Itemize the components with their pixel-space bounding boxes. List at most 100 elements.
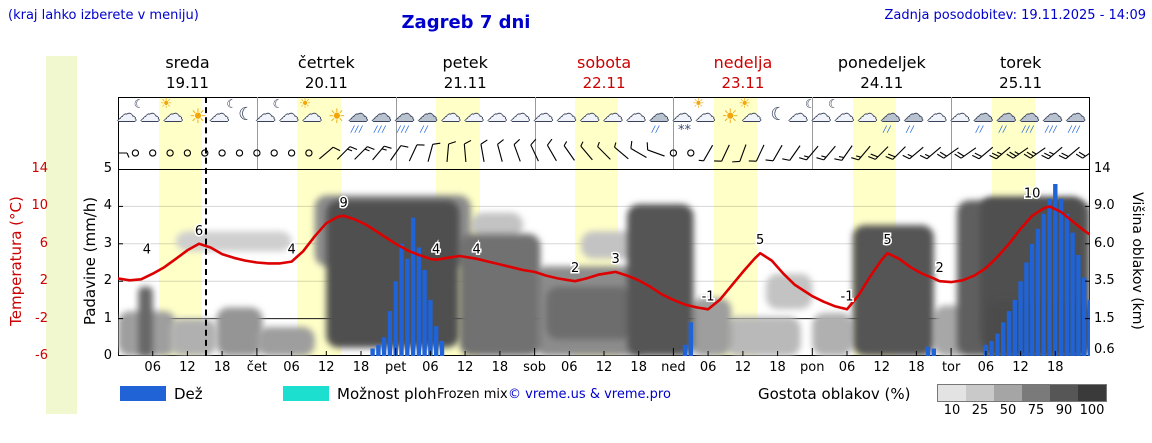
heavy-rain-icon: ☁/// bbox=[1042, 102, 1063, 135]
svg-text:2: 2 bbox=[571, 261, 579, 276]
day-date: 19.11 bbox=[166, 74, 209, 92]
day-name: petek bbox=[442, 53, 488, 72]
svg-text:6: 6 bbox=[195, 224, 203, 239]
time-tick-label: 06 bbox=[561, 360, 578, 375]
temp-tick-label: 10 bbox=[31, 198, 48, 214]
day-header: sobota 22.11 bbox=[535, 53, 674, 93]
time-tick-label: 12 bbox=[456, 360, 474, 375]
day-separator bbox=[256, 97, 258, 169]
cloud-density-swatch bbox=[1050, 385, 1078, 401]
rain-legend-swatch bbox=[120, 386, 166, 401]
moon-icon: ☾ bbox=[238, 104, 255, 125]
time-tick-label: pon bbox=[800, 360, 825, 375]
day-date: 20.11 bbox=[304, 74, 348, 92]
time-tick-label: 06 bbox=[977, 360, 995, 375]
day-name: četrtek bbox=[297, 53, 355, 72]
sun-cloud-icon: ☀ ☁ bbox=[159, 96, 183, 126]
temp-tick-label: 6 bbox=[39, 235, 48, 251]
day-name: sreda bbox=[165, 53, 210, 72]
current-time-marker bbox=[204, 97, 207, 356]
cloud-height-tick-label: 3.5 bbox=[1094, 273, 1115, 289]
cloud-density-scale-border bbox=[937, 384, 1107, 402]
sun-icon: ☀ bbox=[189, 104, 207, 128]
cloud-height-tick-label: 9.0 bbox=[1094, 198, 1115, 214]
time-tick-label: 06 bbox=[144, 360, 161, 375]
sun-icon: ☀ bbox=[327, 104, 346, 128]
time-tick-label: 12 bbox=[318, 360, 335, 375]
svg-text:2: 2 bbox=[935, 261, 943, 276]
precip-tick-label: 5 bbox=[103, 161, 112, 176]
day-header: sreda 19.11 bbox=[118, 53, 257, 93]
moon-cloud-icon: ☾ ☁ bbox=[787, 97, 816, 126]
location-hint: (kraj lahko izberete v meniju) bbox=[8, 8, 199, 23]
sun-icon: ☀ bbox=[721, 104, 740, 128]
svg-text:10: 10 bbox=[1024, 186, 1041, 201]
cloud-density-swatch bbox=[994, 385, 1022, 401]
time-tick-label: 18 bbox=[213, 360, 231, 375]
day-date: 21.11 bbox=[443, 74, 487, 92]
cloud-height-tick-label: 14 bbox=[1094, 161, 1111, 176]
day-header: torek 25.11 bbox=[951, 53, 1090, 93]
rain-icon: ☁// bbox=[903, 102, 924, 135]
cloud-icon: ☁ bbox=[510, 102, 530, 126]
frozen-mix-label: Frozen mix bbox=[437, 387, 508, 402]
day-separator bbox=[534, 97, 536, 169]
day-date: 23.11 bbox=[721, 74, 765, 92]
cloud-density-swatch bbox=[938, 385, 966, 401]
heavy-rain-icon: ☁/// bbox=[371, 102, 392, 135]
day-date: 24.11 bbox=[860, 74, 904, 92]
cloud-icon: ☁ bbox=[926, 102, 947, 126]
showers-legend-label: Možnost ploh bbox=[337, 385, 437, 403]
cloud-icon: ☁ bbox=[440, 102, 461, 126]
svg-text:5: 5 bbox=[883, 233, 891, 248]
precip-axis-title: Padavine (mm/h) bbox=[81, 196, 99, 326]
cloud-axis-title: Višina oblakov (km) bbox=[1129, 192, 1145, 330]
time-tick-label: 06 bbox=[422, 360, 439, 375]
moon-cloud-icon: ☾ ☁ bbox=[209, 97, 238, 126]
day-header: petek 21.11 bbox=[396, 53, 535, 93]
showers-legend-swatch bbox=[283, 386, 329, 401]
cloud-icon: ☁ bbox=[533, 102, 554, 126]
rain-icon: ☁// bbox=[880, 102, 901, 135]
svg-text:5: 5 bbox=[756, 233, 764, 248]
time-tick-label: 12 bbox=[179, 360, 196, 375]
cloud-icon: ☁ bbox=[463, 102, 484, 126]
heavy-rain-icon: ☁/// bbox=[394, 102, 415, 135]
cloud-icon: ☁ bbox=[579, 102, 600, 126]
time-tick-label: 18 bbox=[630, 360, 647, 375]
time-tick-label: 18 bbox=[769, 360, 786, 375]
moon-icon: ☾ bbox=[770, 104, 787, 125]
copyright-link[interactable]: © vreme.us & vreme.pro bbox=[508, 387, 671, 402]
time-tick-label: tor bbox=[941, 360, 961, 375]
time-tick-label: 12 bbox=[595, 360, 613, 375]
time-tick-label: 06 bbox=[283, 360, 300, 375]
day-date: 22.11 bbox=[582, 74, 626, 92]
svg-text:9: 9 bbox=[339, 196, 347, 211]
rain-icon: ☁// bbox=[648, 102, 669, 135]
rain-icon: ☁// bbox=[996, 102, 1016, 135]
icon-plot-divider bbox=[118, 169, 1090, 170]
precip-tick-label: 2 bbox=[103, 273, 112, 289]
svg-text:4: 4 bbox=[143, 243, 151, 258]
heavy-rain-icon: ☁/// bbox=[1019, 102, 1040, 135]
cloud-icon: ☁ bbox=[486, 102, 507, 126]
svg-text:-1: -1 bbox=[841, 289, 854, 304]
cloud-density-legend-title: Gostota oblakov (%) bbox=[758, 385, 911, 403]
moon-cloud-icon: ☾ ☁ bbox=[255, 97, 284, 126]
cloud-density-step-label: 50 bbox=[999, 403, 1017, 418]
temp-tick-label: 14 bbox=[31, 161, 48, 176]
day-header: nedelja 23.11 bbox=[673, 53, 812, 93]
cloud-density-swatch bbox=[1022, 385, 1050, 401]
cloud-density-step-label: 25 bbox=[971, 403, 989, 418]
cloud-icon: ☁ bbox=[556, 102, 577, 126]
side-strip bbox=[46, 56, 77, 414]
svg-text:-1: -1 bbox=[702, 289, 715, 304]
day-name: ponedeljek bbox=[837, 53, 926, 72]
day-date: 25.11 bbox=[999, 74, 1043, 92]
moon-cloud-icon: ☾ ☁ bbox=[810, 97, 839, 126]
precip-tick-label: 0 bbox=[103, 348, 112, 363]
time-tick-label: ned bbox=[661, 360, 686, 375]
cloud-icon: ☁ bbox=[857, 102, 878, 126]
wind-barb-row bbox=[109, 138, 1098, 169]
